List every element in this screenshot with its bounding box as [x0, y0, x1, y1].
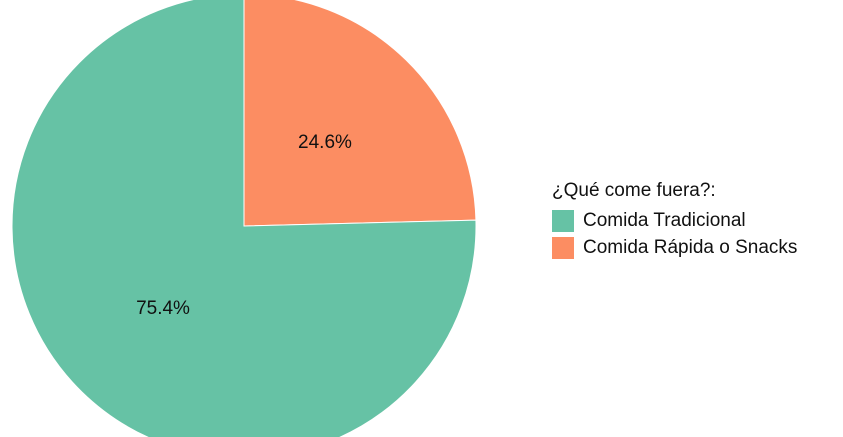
- pie-slice-comida-rapida: [243, 0, 477, 227]
- pie-slice-comida-tradicional: [11, 0, 477, 437]
- pie-slices: [11, 0, 477, 437]
- data-label-comida-rapida: 24.6%: [298, 132, 352, 153]
- legend-item-comida-rapida: Comida Rápida o Snacks: [552, 234, 797, 261]
- legend-item-comida-tradicional: Comida Tradicional: [552, 207, 797, 234]
- legend-key-comida-rapida: [552, 236, 574, 259]
- data-label-comida-tradicional: 75.4%: [136, 298, 190, 319]
- legend-key-comida-tradicional: [552, 209, 574, 232]
- legend: ¿Qué come fuera?: Comida Tradicional Com…: [552, 179, 797, 261]
- pie-data-labels: 24.6% 75.4%: [136, 132, 352, 319]
- legend-label-comida-tradicional: Comida Tradicional: [583, 209, 746, 231]
- legend-title: ¿Qué come fuera?:: [552, 180, 716, 201]
- legend-label-comida-rapida: Comida Rápida o Snacks: [583, 236, 798, 258]
